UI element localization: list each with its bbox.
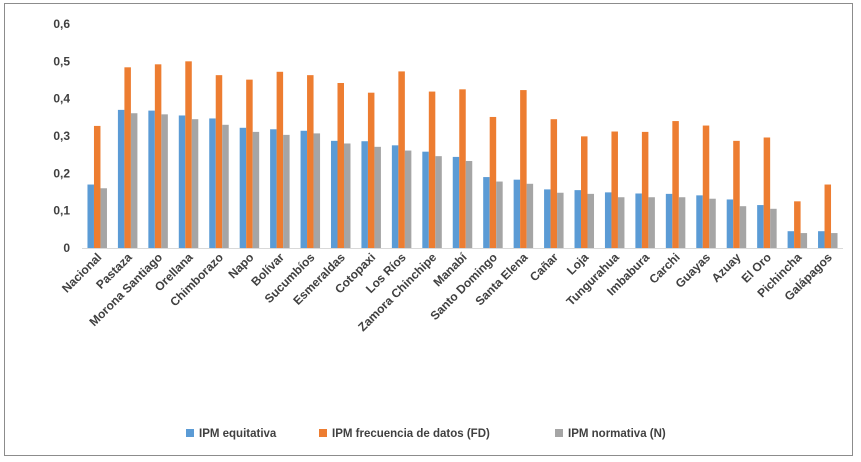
bar-3-morona-santiago [161, 114, 168, 248]
bar-1-santo-domingo [483, 177, 490, 248]
bar-3-chimborazo [222, 124, 229, 248]
bar-2-carchi [672, 121, 679, 248]
bar-3-azuay [739, 206, 747, 248]
bar-1-loja [574, 190, 582, 248]
bar-2-santa-elena [520, 90, 527, 248]
bar-3-guayas [709, 198, 716, 248]
bar-3-cañar [557, 192, 564, 248]
bar-2-guayas [702, 125, 710, 248]
bar-3-manabí [465, 161, 473, 248]
bar-3-nacional [100, 188, 107, 248]
bar-1-morona-santiago [148, 110, 155, 248]
bar-3-galápagos [831, 233, 838, 248]
bar-1-carchi [665, 193, 673, 248]
bar-2-bolívar [276, 71, 284, 248]
y-axis: 0 0,1 0,2 0,3 0,4 0,5 0,6 [53, 17, 70, 255]
bar-1-chimborazo [209, 118, 216, 248]
bars [87, 61, 838, 249]
bar-3-carchi [678, 197, 686, 248]
bar-3-zamora-chinchipe [435, 156, 442, 248]
bar-2-morona-santiago [154, 64, 162, 248]
bar-2-azuay [733, 140, 740, 248]
legend-label: IPM frecuencia de datos (FD) [332, 428, 490, 440]
bar-2-napo [246, 79, 253, 248]
y-tick-label: 0 [63, 241, 70, 255]
bar-1-sucumbíos [300, 130, 308, 248]
legend-swatch [186, 429, 194, 437]
bar-2-imbabura [641, 131, 649, 248]
bar-1-imbabura [635, 193, 642, 248]
y-tick-label: 0,4 [53, 92, 70, 106]
legend-label: IPM normativa (N) [568, 428, 666, 440]
bar-3-bolívar [283, 134, 290, 248]
bar-3-napo [252, 131, 260, 248]
bar-3-cotopaxi [374, 146, 381, 248]
y-tick-label: 0,3 [53, 129, 70, 143]
bar-3-sucumbíos [313, 133, 321, 248]
bar-2-zamora-chinchipe [428, 91, 436, 248]
x-tick-label: Nacional [59, 250, 104, 295]
bar-3-loja [587, 193, 595, 248]
bar-1-guayas [696, 195, 703, 248]
bar-1-cañar [544, 189, 551, 248]
bar-3-los-ríos [404, 150, 412, 248]
bar-1-cotopaxi [361, 141, 368, 248]
bar-2-santo-domingo [489, 116, 497, 249]
legend-swatch [319, 429, 327, 437]
legend-swatch [555, 429, 563, 437]
bar-3-santa-elena [526, 183, 534, 248]
bar-1-bolívar [270, 129, 277, 248]
bar-2-cañar [550, 119, 558, 248]
bar-1-los-ríos [391, 145, 399, 248]
bar-1-orellana [178, 115, 186, 248]
bar-2-tungurahua [611, 131, 618, 248]
y-tick-label: 0,1 [53, 204, 70, 218]
bar-2-pastaza [124, 67, 131, 248]
bar-2-los-ríos [398, 71, 405, 248]
y-tick-label: 0,5 [53, 54, 70, 68]
x-tick-label: Azuay [709, 250, 744, 285]
bar-2-esmeraldas [337, 82, 344, 249]
bar-2-galápagos [824, 184, 832, 248]
legend: IPM equitativa IPM frecuencia de datos (F… [186, 428, 666, 440]
bar-1-esmeraldas [330, 140, 338, 248]
bar-1-azuay [726, 199, 734, 248]
bar-3-tungurahua [617, 197, 625, 248]
bar-1-zamora-chinchipe [422, 151, 429, 248]
bar-3-pastaza [130, 113, 138, 248]
bar-3-esmeraldas [343, 143, 351, 248]
bar-3-el-oro [770, 208, 777, 248]
bar-2-manabí [459, 89, 466, 248]
bar-1-manabí [452, 156, 460, 248]
y-tick-label: 0,6 [53, 17, 70, 31]
bar-2-nacional [93, 125, 101, 248]
x-tick-label: Cañar [527, 250, 561, 284]
bar-1-pichincha [787, 231, 795, 248]
bar-2-cotopaxi [367, 92, 375, 248]
bar-2-loja [581, 136, 588, 248]
bar-3-santo-domingo [496, 181, 503, 248]
bar-1-tungurahua [604, 192, 612, 248]
bar-3-orellana [191, 119, 199, 248]
bar-1-galápagos [818, 231, 825, 248]
bar-1-napo [239, 127, 247, 248]
legend-label: IPM equitativa [199, 428, 277, 440]
bar-1-el-oro [757, 205, 764, 248]
bar-2-pichincha [794, 201, 801, 248]
bar-3-imbabura [648, 197, 655, 248]
bar-1-santa-elena [513, 179, 521, 248]
bar-2-orellana [185, 61, 192, 248]
bar-2-sucumbíos [307, 75, 314, 249]
y-tick-label: 0,2 [53, 166, 70, 180]
bar-1-pastaza [117, 109, 125, 249]
bar-3-pichincha [800, 233, 808, 248]
bar-2-el-oro [763, 137, 771, 248]
bar-1-nacional [87, 184, 94, 248]
bar-2-chimborazo [215, 75, 223, 249]
